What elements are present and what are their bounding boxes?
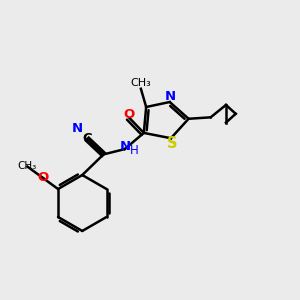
Text: N: N xyxy=(120,140,131,153)
Text: H: H xyxy=(130,144,139,157)
Text: CH₃: CH₃ xyxy=(18,161,37,171)
Text: CH₃: CH₃ xyxy=(130,79,151,88)
Text: N: N xyxy=(165,90,176,103)
Text: O: O xyxy=(37,171,48,184)
Text: C: C xyxy=(82,132,92,145)
Text: O: O xyxy=(123,108,134,121)
Text: N: N xyxy=(71,122,82,135)
Text: S: S xyxy=(167,136,178,151)
